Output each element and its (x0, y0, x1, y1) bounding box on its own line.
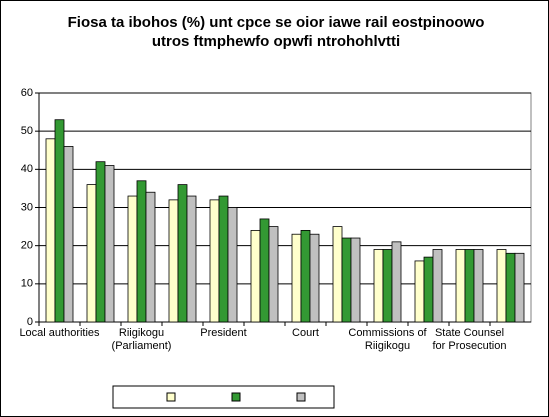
bar (145, 191, 156, 323)
x-tick-label: President (200, 327, 247, 339)
bar (414, 260, 425, 323)
y-tick-label: 40 (21, 163, 33, 175)
legend-swatch (166, 392, 176, 402)
bar (95, 161, 106, 323)
bar (136, 180, 147, 323)
bar (168, 199, 179, 323)
bar (373, 249, 384, 323)
x-tick-label: State Counsel for Prosecution (432, 327, 507, 352)
bar (177, 184, 188, 323)
y-tick-label: 10 (21, 278, 33, 290)
x-tick-label: Court (292, 327, 319, 339)
x-tick-label-box: Court (292, 327, 319, 339)
bar (423, 256, 434, 323)
bar (259, 218, 270, 323)
y-tick-label: 50 (21, 125, 33, 137)
bar (350, 237, 361, 323)
bar (45, 138, 56, 323)
bar (218, 195, 229, 323)
bar (104, 165, 115, 323)
x-tick-label-box: President (200, 327, 247, 339)
bar (209, 199, 220, 323)
chart-title: Fiosa ta ibohos (%) unt cpce se oior iaw… (67, 14, 485, 50)
bar (341, 237, 352, 323)
y-tick-label: 20 (21, 240, 33, 252)
bar (473, 249, 484, 323)
bar (382, 249, 393, 323)
bar (496, 249, 507, 323)
x-tick-label-box: Riigikogu (Parliament) (111, 327, 172, 352)
y-tick-label: 0 (27, 316, 33, 328)
bar (250, 229, 261, 323)
bar (186, 195, 197, 323)
y-tick-label: 30 (21, 201, 33, 213)
bar (63, 146, 74, 323)
bar (332, 226, 343, 323)
bar (464, 249, 475, 323)
legend-swatch (296, 392, 306, 402)
bar (505, 252, 516, 323)
x-tick-label-box: Local authorities (19, 327, 100, 339)
bar (54, 119, 65, 323)
bar (268, 226, 279, 323)
bar (291, 233, 302, 323)
bar (391, 241, 402, 323)
legend (112, 385, 335, 409)
bar (514, 252, 525, 323)
bar (127, 195, 138, 323)
bar (300, 229, 311, 323)
y-tick-label: 60 (21, 87, 33, 99)
x-tick-label-box: State Counsel for Prosecution (432, 327, 507, 352)
bar (309, 233, 320, 323)
bar (432, 249, 443, 323)
bar (86, 184, 97, 323)
x-tick-label: Commissions of Riigikogu (348, 327, 427, 352)
x-tick-label: Local authorities (19, 327, 100, 339)
x-tick-label: Riigikogu (Parliament) (111, 327, 172, 352)
x-tick-label-box: Commissions of Riigikogu (348, 327, 427, 352)
bar (455, 249, 466, 323)
legend-swatch (231, 392, 241, 402)
bar (227, 207, 238, 323)
